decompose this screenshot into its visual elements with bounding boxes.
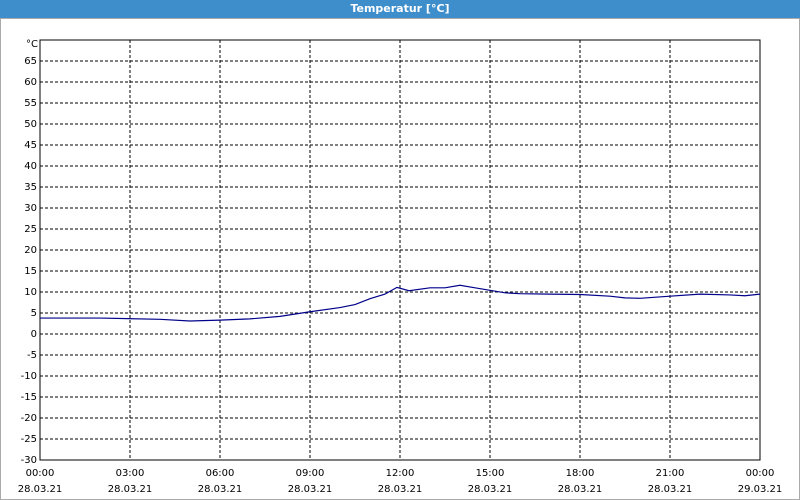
y-tick-label: -20 — [21, 413, 37, 424]
x-tick-date: 28.03.21 — [288, 484, 333, 495]
y-tick-label: -15 — [21, 392, 37, 403]
y-tick-label: 55 — [24, 98, 37, 109]
line-series — [40, 284, 761, 322]
x-tick-date: 28.03.21 — [558, 484, 603, 495]
x-tick-label: 09:00 — [296, 468, 325, 479]
x-tick-date: 28.03.21 — [648, 484, 693, 495]
chart-title: Temperatur [°C] — [0, 0, 800, 18]
y-tick-label: 35 — [24, 182, 37, 193]
y-tick-label: 10 — [24, 287, 37, 298]
y-tick-label: 15 — [24, 266, 37, 277]
x-tick-label: 12:00 — [386, 468, 415, 479]
y-unit: °C — [26, 39, 38, 50]
x-tick-date: 29.03.21 — [738, 484, 783, 495]
y-tick-label: 0 — [31, 329, 37, 340]
x-tick-label: 03:00 — [116, 468, 145, 479]
chart: °C -30 -25 -20 -15 -10 -5 0 5 10 15 20 25 30 35 40 45 50 5… — [0, 18, 800, 500]
y-tick-label: 60 — [24, 77, 37, 88]
x-tick-date: 28.03.21 — [198, 484, 243, 495]
x-tick-date: 28.03.21 — [378, 484, 423, 495]
y-tick-label: -10 — [21, 371, 37, 382]
y-tick-label: 40 — [24, 161, 37, 172]
x-tick-label: 00:00 — [26, 468, 55, 479]
y-tick-label: 30 — [24, 203, 37, 214]
x-tick-label: 15:00 — [476, 468, 505, 479]
x-tick-label: 18:00 — [566, 468, 595, 479]
x-tick-label: 00:00 — [746, 468, 775, 479]
y-tick-label: 25 — [24, 224, 37, 235]
y-tick-label: 50 — [24, 119, 37, 130]
y-tick-label: -5 — [27, 350, 37, 361]
plot-border — [39, 39, 761, 461]
y-tick-label: 65 — [24, 56, 37, 67]
x-tick-date: 28.03.21 — [108, 484, 153, 495]
x-tick-label: 21:00 — [656, 468, 685, 479]
y-tick-label: -25 — [21, 434, 37, 445]
x-tick-date: 28.03.21 — [468, 484, 513, 495]
y-tick-label: -30 — [21, 455, 37, 466]
y-tick-label: 20 — [24, 245, 37, 256]
y-tick-label: 5 — [31, 308, 37, 319]
y-tick-label: 45 — [24, 140, 37, 151]
x-tick-label: 06:00 — [206, 468, 235, 479]
x-tick-date: 28.03.21 — [18, 484, 63, 495]
